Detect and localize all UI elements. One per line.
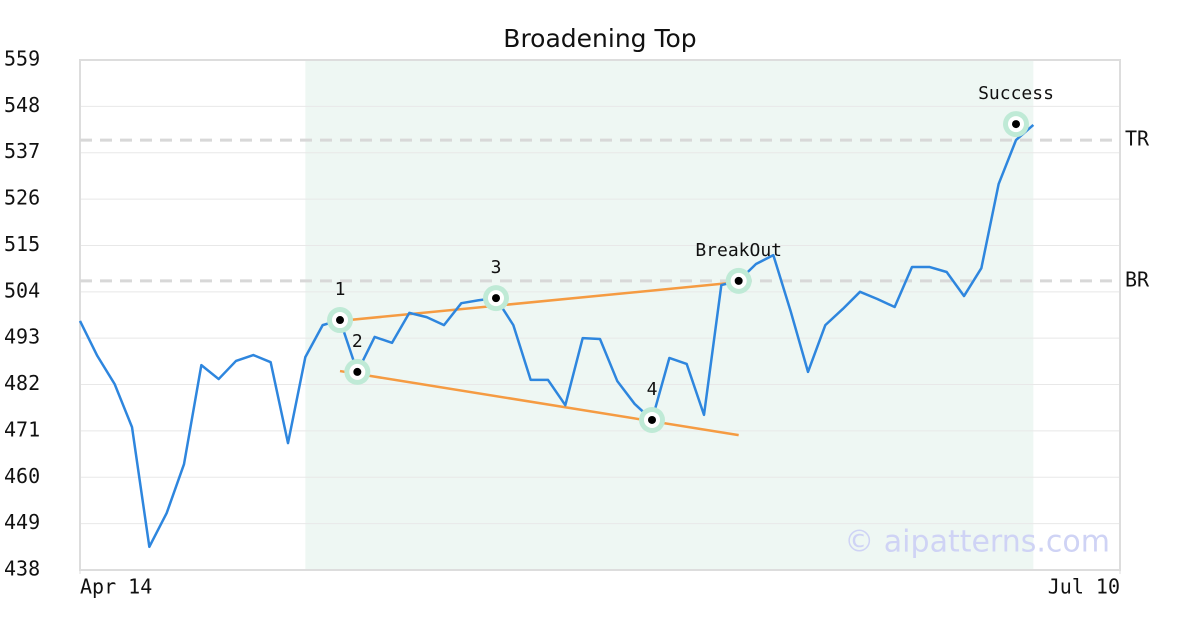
y-tick-label: 460 (4, 464, 40, 488)
y-tick-label: 449 (4, 510, 40, 534)
point-label: 4 (647, 379, 658, 400)
plot-frame (79, 59, 1121, 571)
y-tick-label: 438 (4, 557, 40, 581)
y-tick-label: 537 (4, 139, 40, 163)
pattern-point (336, 316, 344, 325)
level-label: BR (1125, 267, 1150, 291)
point-label: BreakOut (695, 240, 782, 261)
x-tick-label: Apr 14 (80, 575, 152, 599)
y-tick-label: 559 (4, 47, 40, 71)
watermark: © aipatterns.com (844, 525, 1110, 560)
trend-line (339, 369, 739, 437)
pattern-region (305, 60, 1034, 570)
pattern-point (492, 294, 500, 303)
trend-line (339, 280, 739, 323)
pattern-point (734, 276, 743, 285)
level-label: TR (1125, 127, 1150, 151)
point-label: 1 (335, 279, 346, 300)
y-tick-label: 515 (4, 232, 40, 256)
point-label: 3 (491, 257, 502, 278)
pattern-point (1012, 120, 1020, 129)
y-tick-label: 471 (4, 417, 40, 441)
y-tick-label: 548 (4, 93, 40, 117)
y-tick-label: 504 (4, 278, 40, 302)
chart-title: Broadening Top (503, 24, 696, 53)
price-line (78, 123, 1035, 549)
y-tick-label: 493 (4, 325, 40, 349)
pattern-point (353, 367, 362, 376)
y-tick-label: 482 (4, 371, 40, 395)
y-tick-label: 526 (4, 186, 40, 210)
point-label: 2 (352, 331, 363, 352)
point-label: Success (978, 83, 1054, 104)
pattern-point (648, 415, 656, 424)
x-tick-label: Jul 10 (1048, 575, 1120, 599)
